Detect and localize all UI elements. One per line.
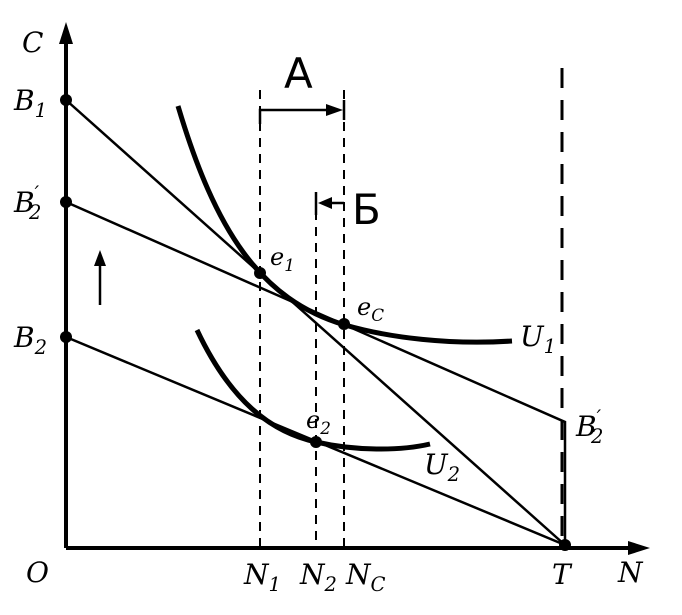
label-b2: B2 — [13, 321, 47, 359]
budget-line-b2prime — [65, 200, 567, 545]
label-e2: e2 — [306, 406, 331, 438]
label-b2prime-right: B′ 2 — [575, 406, 604, 448]
point-e1 — [254, 267, 266, 279]
point-b2 — [60, 331, 72, 343]
label-arrow-a: A — [284, 49, 313, 98]
x-axis-label: N — [617, 556, 644, 589]
point-t — [559, 539, 571, 551]
y-axis-label: C — [22, 26, 43, 59]
point-b2prime — [60, 196, 72, 208]
label-u1: U1 — [520, 320, 556, 358]
label-n2: N2 — [299, 558, 337, 596]
shift-arrow-b-head — [318, 197, 332, 209]
label-t: T — [552, 558, 573, 591]
budget-line-b1-t — [65, 99, 566, 546]
y-axis-arrowhead — [59, 22, 73, 44]
origin-label: O — [26, 556, 49, 589]
up-arrow-icon — [94, 250, 106, 266]
label-e1: e1 — [270, 243, 295, 275]
label-u2: U2 — [424, 448, 460, 486]
shift-arrow-a-head — [326, 104, 343, 116]
label-n1: N1 — [243, 558, 281, 596]
x-axis-arrowhead — [628, 541, 650, 555]
label-b1: B1 — [13, 84, 47, 122]
label-nc: NC — [345, 558, 386, 596]
label-ec: eC — [357, 293, 384, 325]
label-arrow-b: Б — [352, 185, 381, 234]
shift-arrow-a — [258, 108, 330, 124]
point-ec — [338, 318, 350, 330]
label-b2prime: B′ 2 — [13, 182, 42, 224]
point-e2 — [310, 436, 322, 448]
indifference-curve-u1 — [175, 105, 513, 345]
point-b1 — [60, 94, 72, 106]
